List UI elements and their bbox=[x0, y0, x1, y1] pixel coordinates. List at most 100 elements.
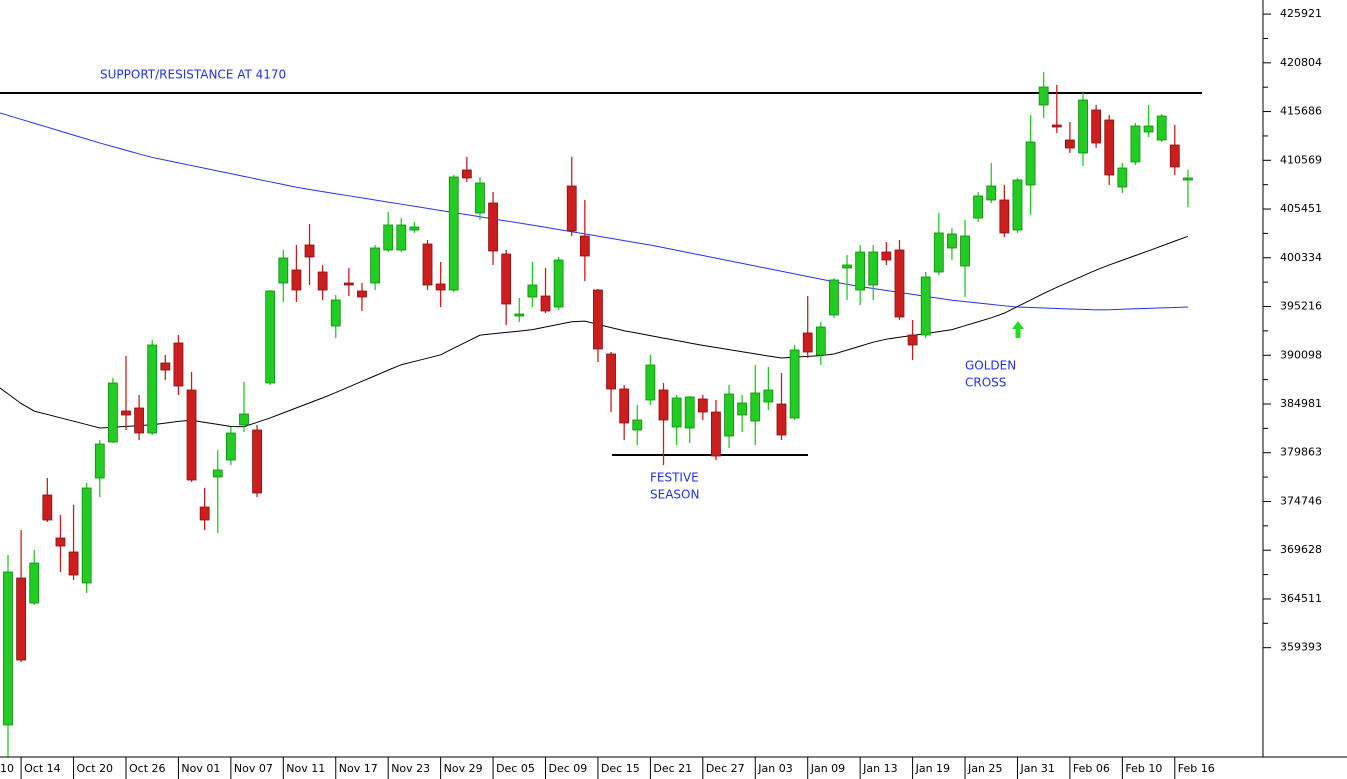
y-tick-label: 410569 bbox=[1280, 153, 1322, 166]
annotation: GOLDEN bbox=[965, 359, 1016, 373]
candle-body bbox=[42, 494, 53, 521]
candle-body bbox=[815, 326, 826, 356]
y-tick-label: 359393 bbox=[1280, 641, 1322, 654]
candle-body bbox=[239, 413, 249, 426]
candle-body bbox=[409, 226, 420, 231]
candle-body bbox=[632, 419, 643, 431]
x-tick-label: Dec 15 bbox=[601, 762, 640, 775]
candle-body bbox=[789, 349, 800, 419]
candle-body bbox=[1025, 141, 1036, 186]
candle-body bbox=[16, 577, 27, 661]
candle-body bbox=[461, 169, 472, 179]
candle-body bbox=[894, 249, 905, 318]
candle-body bbox=[933, 232, 944, 273]
annotation: SUPPORT/RESISTANCE AT 4170 bbox=[100, 68, 286, 82]
candle-body bbox=[435, 283, 446, 291]
candle-body bbox=[763, 389, 774, 403]
x-tick-label: Nov 07 bbox=[234, 762, 273, 775]
candle-body bbox=[1183, 177, 1193, 181]
candle-body bbox=[199, 506, 210, 521]
candle-body bbox=[121, 410, 131, 416]
candle-body bbox=[225, 432, 236, 461]
candle-body bbox=[619, 388, 630, 424]
x-tick-label: Nov 29 bbox=[444, 762, 483, 775]
candle-body bbox=[134, 407, 145, 434]
candle-body bbox=[173, 342, 184, 387]
x-tick-label: Oct 20 bbox=[77, 762, 114, 775]
y-tick-label: 379863 bbox=[1280, 446, 1322, 459]
candle-body bbox=[1169, 144, 1180, 168]
candle-body bbox=[186, 389, 197, 481]
candle-body bbox=[881, 251, 892, 261]
x-tick-label: Nov 11 bbox=[286, 762, 325, 775]
arrow-icon bbox=[1012, 321, 1024, 338]
candle-body bbox=[265, 290, 276, 384]
x-tick-label: Nov 23 bbox=[391, 762, 430, 775]
candle-body bbox=[278, 257, 289, 284]
candle-body bbox=[212, 469, 223, 478]
x-tick-label: Nov 01 bbox=[181, 762, 220, 775]
x-tick-label: Jan 09 bbox=[810, 762, 845, 775]
candle-body bbox=[697, 398, 708, 413]
y-tick-label: 374746 bbox=[1280, 494, 1322, 507]
candle-body bbox=[553, 259, 564, 308]
x-tick-label: Oct 26 bbox=[129, 762, 166, 775]
candle-body bbox=[29, 562, 40, 604]
candle-body bbox=[527, 284, 538, 298]
y-tick-label: 390098 bbox=[1280, 348, 1322, 361]
candle-body bbox=[1038, 86, 1049, 106]
candle-body bbox=[94, 443, 105, 479]
candle-body bbox=[370, 247, 380, 284]
candle-body bbox=[291, 269, 302, 291]
candle-body bbox=[855, 251, 866, 291]
candle-body bbox=[1143, 125, 1154, 133]
candle-body bbox=[684, 396, 695, 429]
candle-body bbox=[160, 362, 171, 371]
annotation: CROSS bbox=[965, 376, 1006, 390]
candle-body bbox=[645, 364, 656, 401]
candle-body bbox=[396, 224, 407, 251]
x-tick-label: Oct 14 bbox=[24, 762, 61, 775]
moving-average-line bbox=[0, 112, 1188, 311]
candle-body bbox=[343, 282, 354, 286]
candle-body bbox=[1156, 115, 1167, 141]
y-tick-label: 369628 bbox=[1280, 543, 1322, 556]
candle-body bbox=[147, 344, 158, 434]
candle-body bbox=[422, 243, 433, 286]
candle-body bbox=[566, 185, 577, 232]
candle-body bbox=[711, 411, 721, 457]
candle-body bbox=[920, 276, 931, 336]
candle-body bbox=[330, 299, 341, 327]
candle-body bbox=[842, 264, 852, 269]
candle-body bbox=[1091, 109, 1102, 144]
annotation: FESTIVE bbox=[650, 471, 699, 485]
x-tick-label: Jan 13 bbox=[862, 762, 897, 775]
candle-body bbox=[501, 253, 512, 305]
plot-area bbox=[0, 72, 1202, 757]
candle-body bbox=[593, 289, 603, 350]
candle-body bbox=[1012, 179, 1023, 231]
candle-body bbox=[750, 392, 761, 422]
candle-body bbox=[3, 571, 13, 726]
candle-body bbox=[999, 199, 1010, 234]
candle-body bbox=[475, 182, 485, 214]
candle-body bbox=[737, 402, 748, 416]
y-tick-label: 420804 bbox=[1280, 56, 1322, 69]
candle-body bbox=[1078, 99, 1088, 154]
candle-body bbox=[357, 290, 367, 298]
x-tick-label: Jan 03 bbox=[757, 762, 792, 775]
candle-body bbox=[1117, 167, 1128, 188]
candle-body bbox=[1065, 139, 1075, 149]
candle-body bbox=[317, 271, 328, 291]
candle-body bbox=[907, 334, 918, 346]
candle-body bbox=[81, 487, 92, 584]
candle-body bbox=[724, 393, 734, 437]
candle-body bbox=[606, 353, 616, 390]
candle-body bbox=[68, 551, 79, 576]
x-tick-label: Nov 17 bbox=[339, 762, 378, 775]
candle-body bbox=[1051, 124, 1062, 128]
candle-body bbox=[514, 313, 525, 317]
candle-body bbox=[488, 202, 498, 252]
